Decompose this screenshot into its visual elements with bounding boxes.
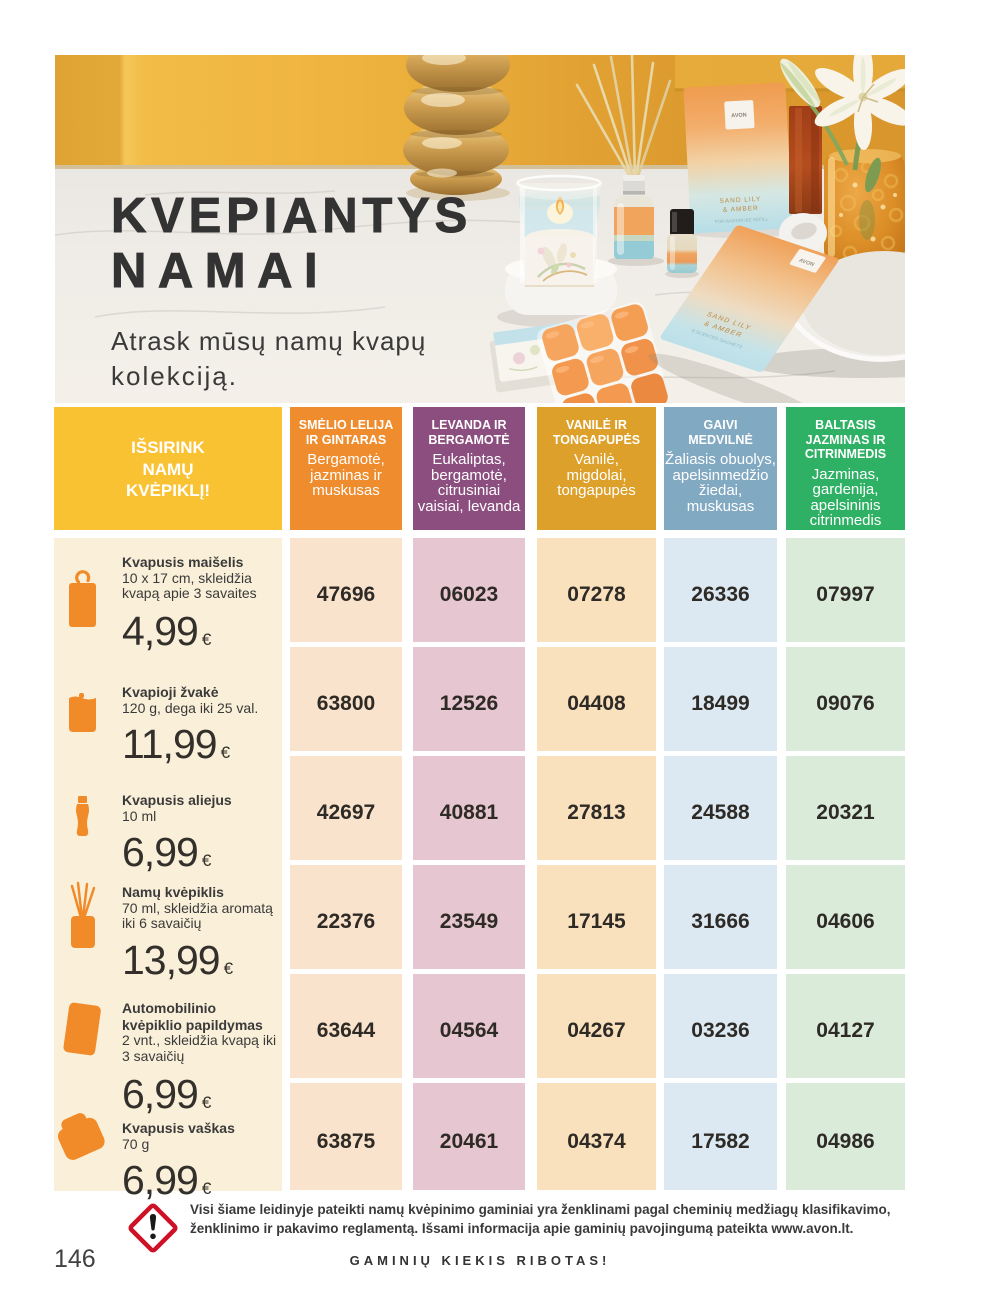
svg-text:FOR WARDROBE REFILL: FOR WARDROBE REFILL [715,216,769,224]
svg-text:kolekciją.: kolekciją. [111,361,238,391]
svg-text:AVON: AVON [797,258,815,268]
svg-text:& AMBER: & AMBER [723,205,759,214]
svg-text:KVEPIANTYS: KVEPIANTYS [111,189,472,243]
svg-text:AVON: AVON [731,112,747,119]
svg-text:NAMAI: NAMAI [111,244,329,298]
svg-text:SAND LILY: SAND LILY [719,196,761,205]
svg-text:Atrask mūsų namų kvapų: Atrask mūsų namų kvapų [111,326,426,356]
